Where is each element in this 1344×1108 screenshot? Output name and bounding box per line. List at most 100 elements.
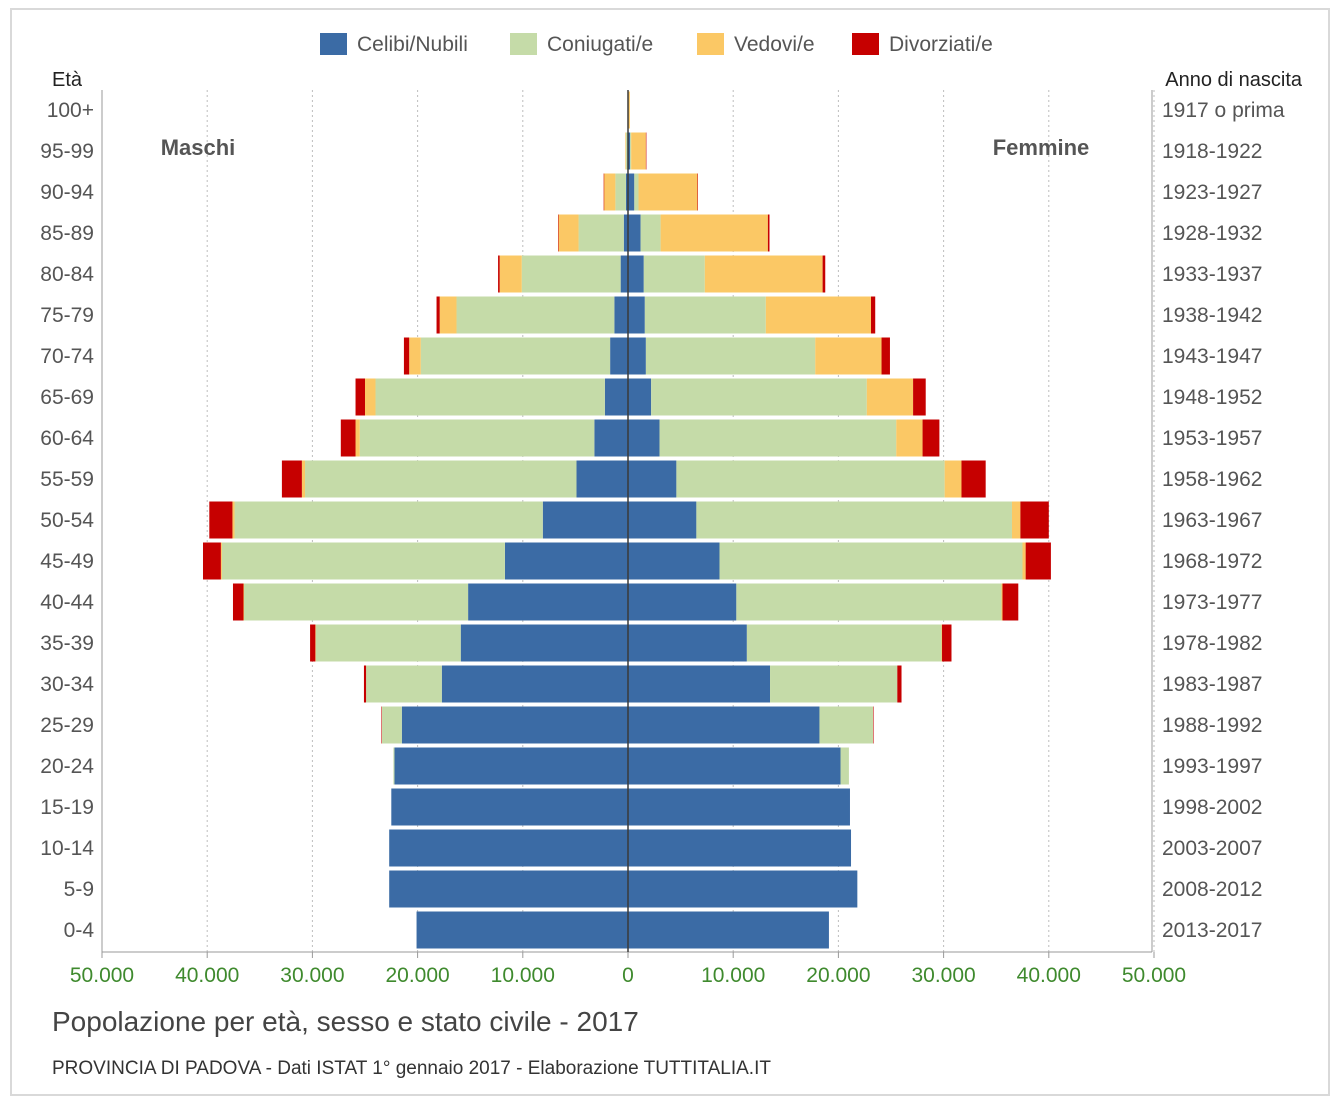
bar-males-35-39-series-0 (460, 624, 628, 662)
females-label: Femmine (993, 135, 1090, 160)
bar-females-70-74-series-0 (628, 337, 646, 375)
bar-females-65-69-series-3 (913, 378, 926, 416)
bar-males-80-84-series-1 (521, 255, 621, 293)
bar-males-75-79-series-0 (614, 296, 628, 334)
bar-males-45-49-series-1 (221, 542, 505, 580)
bar-males-70-74-series-1 (420, 337, 611, 375)
bar-females-85-89-series-1 (640, 214, 661, 252)
bar-males-65-69-series-0 (604, 378, 628, 416)
bar-males-65-69-series-2 (365, 378, 376, 416)
bar-females-85-89-series-0 (628, 214, 641, 252)
bar-males-90-94-series-1 (615, 173, 626, 211)
bar-males-60-64-series-1 (359, 419, 595, 457)
age-label: 30-34 (40, 673, 94, 696)
birth-year-label: 1948-1952 (1162, 386, 1262, 409)
bar-males-35-39-series-1 (315, 624, 461, 662)
bar-females-70-74-series-2 (815, 337, 882, 375)
legend-label-3: Divorziati/e (889, 33, 993, 56)
birth-year-label: 1917 o prima (1162, 99, 1285, 122)
bar-males-50-54-series-0 (542, 501, 628, 539)
bar-males-80-84-series-0 (620, 255, 628, 293)
bar-males-55-59-series-3 (281, 460, 302, 498)
bar-males-70-74-series-3 (403, 337, 410, 375)
bar-males-30-34-series-3 (363, 665, 367, 703)
bar-females-80-84-series-2 (704, 255, 823, 293)
legend-label-1: Coniugati/e (547, 33, 653, 56)
bar-females-25-29-series-1 (819, 706, 874, 744)
bar-females-20-24-series-0 (628, 747, 841, 785)
bar-females-80-84-series-1 (643, 255, 705, 293)
bar-males-85-89-series-2 (558, 214, 579, 252)
age-label: 25-29 (40, 714, 94, 737)
bar-males-45-49-series-0 (504, 542, 628, 580)
age-label: 90-94 (40, 181, 94, 204)
legend: Celibi/Nubili Coniugati/e Vedovi/e Divorzia… (320, 33, 993, 56)
bar-males-80-84-series-2 (499, 255, 522, 293)
bar-females-90-94-series-1 (634, 173, 639, 211)
birth-year-label: 1938-1942 (1162, 304, 1262, 327)
bar-males-30-34-series-0 (441, 665, 628, 703)
age-label: 65-69 (40, 386, 94, 409)
bar-females-25-29-series-0 (628, 706, 820, 744)
bar-females-60-64-series-0 (628, 419, 660, 457)
bar-females-95-99-series-1 (630, 132, 632, 170)
bars (202, 90, 1051, 952)
bar-females-95-99-series-2 (631, 132, 646, 170)
bar-males-75-79-series-2 (439, 296, 457, 334)
bar-males-90-94-series-0 (625, 173, 628, 211)
bar-females-100+-series-2 (628, 91, 630, 129)
x-tick-label: 10.000 (701, 964, 765, 987)
bar-males-60-64-series-2 (355, 419, 360, 457)
birth-year-label: 1943-1947 (1162, 345, 1262, 368)
bar-males-25-29-series-1 (381, 706, 402, 744)
age-label: 80-84 (40, 263, 94, 286)
bar-females-85-89-series-3 (767, 214, 770, 252)
bar-males-95-99-series-1 (626, 132, 628, 170)
bar-males-50-54-series-2 (232, 501, 235, 539)
bar-females-55-59-series-2 (944, 460, 962, 498)
chart-title: Popolazione per età, sesso e stato civil… (52, 1006, 639, 1037)
age-label: 35-39 (40, 632, 94, 655)
bar-females-30-34-series-1 (770, 665, 898, 703)
bar-males-40-44-series-3 (232, 583, 244, 621)
bar-males-85-89-series-1 (578, 214, 624, 252)
bar-females-5-9-series-0 (628, 870, 858, 908)
age-label: 15-19 (40, 796, 94, 819)
bar-males-15-19-series-0 (391, 788, 628, 826)
age-label: 50-54 (40, 509, 94, 532)
bar-females-50-54-series-1 (696, 501, 1012, 539)
birth-year-label: 2008-2012 (1162, 878, 1262, 901)
birth-year-label: 1928-1932 (1162, 222, 1262, 245)
bar-females-50-54-series-2 (1011, 501, 1021, 539)
bar-males-70-74-series-0 (610, 337, 628, 375)
bar-females-85-89-series-2 (660, 214, 768, 252)
bar-females-20-24-series-1 (840, 747, 849, 785)
age-label: 70-74 (40, 345, 94, 368)
bar-males-10-14-series-0 (389, 829, 628, 867)
bar-males-60-64-series-3 (340, 419, 356, 457)
x-tick-label: 30.000 (280, 964, 344, 987)
bar-females-90-94-series-0 (628, 173, 635, 211)
bar-females-60-64-series-3 (922, 419, 940, 457)
birth-year-label: 1978-1982 (1162, 632, 1262, 655)
bar-males-5-9-series-0 (389, 870, 628, 908)
bar-males-80-84-series-3 (498, 255, 500, 293)
bar-females-30-34-series-3 (897, 665, 902, 703)
axis-labels: 100+ 95-99 90-94 85-89 80-84 75-79 70-74 65-69 6… (40, 99, 1285, 987)
bar-males-45-49-series-3 (202, 542, 221, 580)
bar-females-45-49-series-2 (1022, 542, 1026, 580)
bar-males-90-94-series-2 (603, 173, 616, 211)
bar-males-55-59-series-2 (301, 460, 306, 498)
bar-females-75-79-series-0 (628, 296, 645, 334)
age-label: 75-79 (40, 304, 94, 327)
chart-subtitle: PROVINCIA DI PADOVA - Dati ISTAT 1° genn… (52, 1058, 771, 1079)
legend-swatch-1 (510, 33, 537, 55)
legend-swatch-2 (697, 33, 724, 55)
bar-females-75-79-series-2 (765, 296, 872, 334)
bar-females-95-99-series-0 (628, 132, 631, 170)
legend-label-0: Celibi/Nubili (357, 33, 468, 56)
bar-females-65-69-series-0 (628, 378, 652, 416)
bar-females-35-39-series-3 (942, 624, 952, 662)
bar-females-40-44-series-0 (628, 583, 737, 621)
x-tick-label: 20.000 (385, 964, 449, 987)
